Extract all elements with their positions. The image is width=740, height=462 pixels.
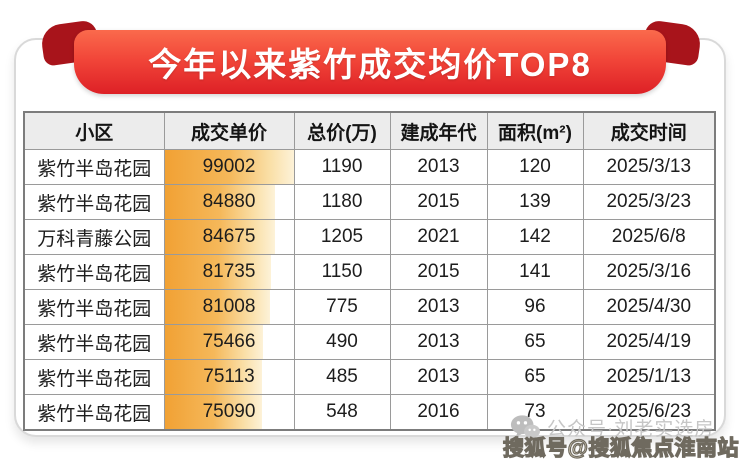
year-built-cell: 2015: [389, 254, 488, 290]
unit-price-value: 81735: [202, 261, 256, 282]
total-price-cell: 490: [293, 324, 391, 360]
community-cell: 紫竹半岛花园: [23, 254, 165, 290]
title-banner: 今年以来紫竹成交均价TOP8: [74, 30, 666, 94]
unit-price-value: 75113: [203, 366, 255, 387]
column-header: 面积(m²): [486, 111, 584, 150]
total-price-cell: 1190: [293, 149, 391, 185]
unit-price-bar: [165, 325, 263, 359]
table-body: 紫竹半岛花园 99002 1190 2013 120 2025/3/13 紫竹半岛花园 848…: [23, 149, 716, 431]
wechat-icon: [510, 415, 540, 441]
community-cell: 紫竹半岛花园: [23, 184, 165, 220]
year-built-cell: 2013: [389, 359, 488, 395]
year-built-cell: 2013: [389, 149, 488, 185]
year-built-cell: 2013: [389, 324, 488, 360]
total-price-cell: 1150: [293, 254, 391, 290]
community-cell: 紫竹半岛花园: [23, 359, 165, 395]
column-header: 小区: [23, 111, 165, 150]
total-price-cell: 775: [293, 289, 391, 325]
unit-price-value: 81008: [202, 296, 256, 317]
unit-price-value: 75090: [202, 401, 256, 422]
unit-price-bar: [165, 290, 271, 324]
area-cell: 141: [486, 254, 584, 290]
header-row: 小区 成交单价 总价(万) 建成年代 面积(m²) 成交时间: [23, 111, 716, 150]
column-header: 成交时间: [582, 111, 716, 150]
deal-date-cell: 2025/3/16: [582, 254, 716, 290]
community-cell: 万科青藤公园: [23, 219, 165, 255]
unit-price-cell: 84880: [163, 184, 295, 220]
deal-date-cell: 2025/3/13: [582, 149, 716, 185]
year-built-cell: 2016: [389, 394, 488, 431]
page-title: 今年以来紫竹成交均价TOP8: [148, 46, 592, 83]
total-price-cell: 548: [293, 394, 391, 431]
deal-date-cell: 2025/3/23: [582, 184, 716, 220]
wechat-watermark-text: 公众号·刘老实选房: [547, 419, 715, 440]
area-cell: 96: [486, 289, 584, 325]
community-cell: 紫竹半岛花园: [23, 289, 165, 325]
column-header: 总价(万): [293, 111, 391, 150]
unit-price-cell: 81008: [163, 289, 295, 325]
deal-date-cell: 2025/4/19: [582, 324, 716, 360]
year-built-cell: 2015: [389, 184, 488, 220]
table-row: 紫竹半岛花园 81008 775 2013 96 2025/4/30: [23, 289, 716, 325]
table-row: 紫竹半岛花园 75466 490 2013 65 2025/4/19: [23, 324, 716, 360]
unit-price-cell: 99002: [163, 149, 295, 185]
unit-price-value: 75466: [202, 331, 256, 352]
unit-price-value: 84675: [202, 226, 256, 247]
unit-price-bar: [165, 185, 276, 219]
unit-price-bar: [165, 360, 263, 394]
table-header: 小区 成交单价 总价(万) 建成年代 面积(m²) 成交时间: [23, 111, 716, 150]
table-row: 紫竹半岛花园 99002 1190 2013 120 2025/3/13: [23, 149, 716, 185]
unit-price-cell: 75113: [163, 359, 295, 395]
unit-price-bar: [165, 220, 275, 254]
year-built-cell: 2013: [389, 289, 488, 325]
table-row: 紫竹半岛花园 84880 1180 2015 139 2025/3/23: [23, 184, 716, 220]
community-cell: 紫竹半岛花园: [23, 324, 165, 360]
table-row: 紫竹半岛花园 81735 1150 2015 141 2025/3/16: [23, 254, 716, 290]
table-row: 紫竹半岛花园 75113 485 2013 65 2025/1/13: [23, 359, 716, 395]
unit-price-value: 99002: [202, 156, 256, 177]
total-price-cell: 1205: [293, 219, 391, 255]
area-cell: 142: [486, 219, 584, 255]
unit-price-bar: [165, 150, 293, 184]
deal-date-cell: 2025/6/8: [582, 219, 716, 255]
unit-price-bar: [165, 395, 263, 429]
unit-price-cell: 84675: [163, 219, 295, 255]
deal-date-cell: 2025/6/23: [582, 394, 716, 431]
price-table: 小区 成交单价 总价(万) 建成年代 面积(m²) 成交时间 紫竹半岛花园 99002 119…: [23, 111, 716, 431]
table-row: 紫竹半岛花园 75090 548 2016 73 2025/6/23: [23, 394, 716, 431]
sohu-watermark: 搜狐号@搜狐焦点淮南站: [502, 436, 739, 460]
area-cell: 65: [486, 359, 584, 395]
unit-price-cell: 75466: [163, 324, 295, 360]
unit-price-cell: 81735: [163, 254, 295, 290]
unit-price-cell: 75090: [163, 394, 295, 431]
wechat-watermark: 公众号·刘老实选房: [510, 414, 714, 441]
area-cell: 73: [486, 394, 584, 431]
deal-date-cell: 2025/4/30: [582, 289, 716, 325]
total-price-cell: 485: [293, 359, 391, 395]
area-cell: 120: [486, 149, 584, 185]
year-built-cell: 2021: [389, 219, 488, 255]
table-row: 万科青藤公园 84675 1205 2021 142 2025/6/8: [23, 219, 716, 255]
community-cell: 紫竹半岛花园: [23, 394, 165, 431]
total-price-cell: 1180: [293, 184, 391, 220]
area-cell: 139: [486, 184, 584, 220]
unit-price-value: 84880: [202, 191, 256, 212]
unit-price-bar: [165, 255, 272, 289]
column-header: 建成年代: [389, 111, 488, 150]
deal-date-cell: 2025/1/13: [582, 359, 716, 395]
area-cell: 65: [486, 324, 584, 360]
column-header: 成交单价: [163, 111, 295, 150]
community-cell: 紫竹半岛花园: [23, 149, 165, 185]
